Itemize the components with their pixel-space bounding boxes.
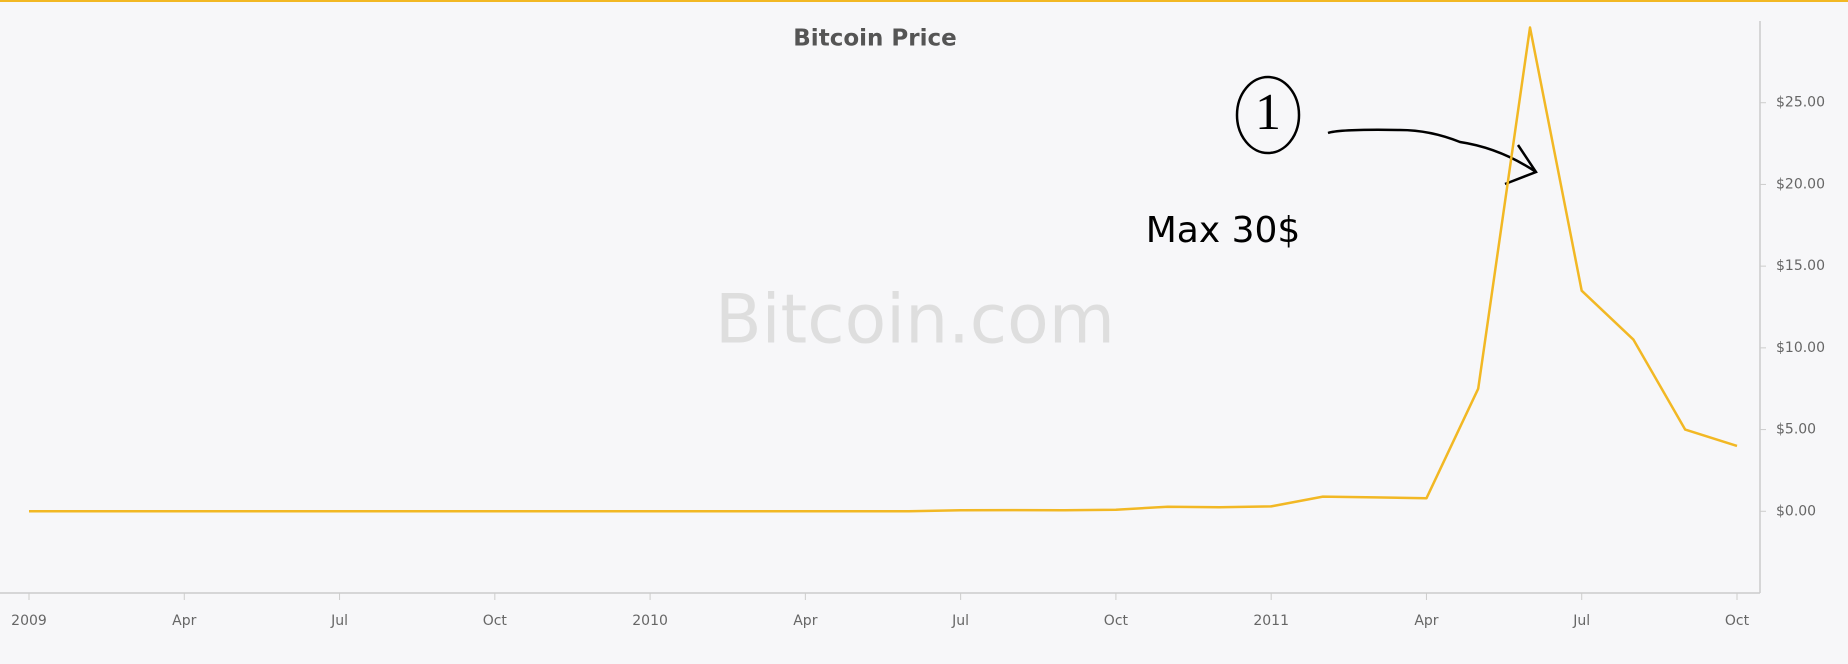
- x-tick-label: Jul: [1572, 613, 1590, 629]
- x-tick-label: Apr: [172, 613, 196, 629]
- x-tick-label: Apr: [793, 613, 817, 629]
- x-tick-label: 2009: [11, 613, 47, 629]
- hand-circle: [1235, 75, 1301, 155]
- y-tick-label: $5.00: [1776, 422, 1816, 438]
- chart-title: Bitcoin Price: [793, 26, 956, 52]
- hand-arrow: [1327, 128, 1538, 186]
- y-tick-label: $15.00: [1776, 258, 1825, 274]
- x-tick-label: 2010: [632, 613, 668, 629]
- y-tick-label: $10.00: [1776, 340, 1825, 356]
- y-tick-label: $0.00: [1776, 503, 1816, 519]
- x-tick-label: 2011: [1253, 613, 1289, 629]
- x-tick-label: Jul: [330, 613, 348, 629]
- x-tick-label: Apr: [1414, 613, 1438, 629]
- y-tick-label: $25.00: [1776, 95, 1825, 111]
- x-tick-label: Oct: [1104, 613, 1129, 629]
- x-tick-label: Oct: [1725, 613, 1750, 629]
- x-tick-label: Oct: [483, 613, 508, 629]
- price-line: [29, 26, 1738, 513]
- annotation: 1: [1255, 84, 1281, 141]
- watermark: Bitcoin.com: [715, 281, 1115, 360]
- annotation: Max 30$: [1146, 210, 1301, 251]
- y-tick-label: $20.00: [1776, 176, 1825, 192]
- x-tick-label: Jul: [951, 613, 969, 629]
